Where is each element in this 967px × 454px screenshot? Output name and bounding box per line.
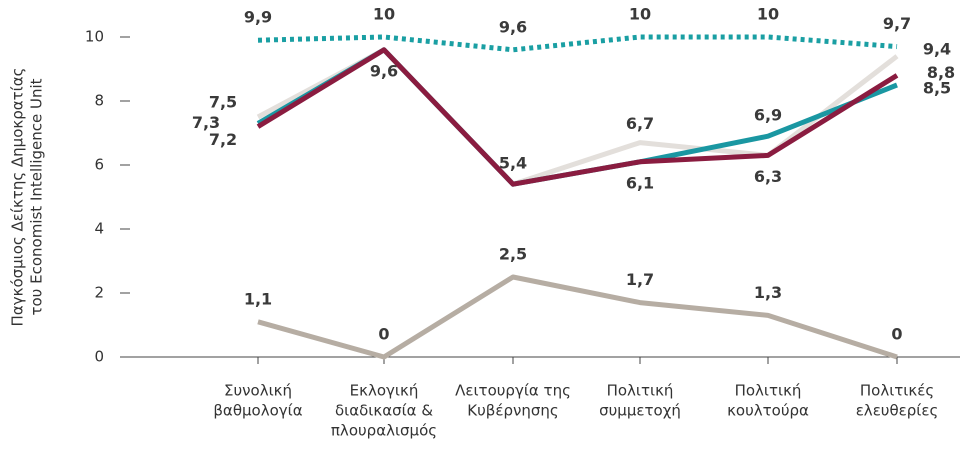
x-tick-label: συμμετοχή (599, 402, 681, 420)
data-label: 1,7 (626, 270, 654, 289)
y-axis-label: Παγκόσμιος Δείκτης Δημοκρατίας (9, 68, 27, 327)
data-label: 6,3 (754, 167, 782, 186)
y-tick-label: 0 (94, 348, 104, 366)
y-tick-label: 4 (94, 220, 104, 238)
x-tick-label: ελευθερίες (856, 402, 939, 420)
data-label: 2,5 (499, 245, 527, 264)
data-label: 6,9 (754, 106, 782, 125)
data-label: 0 (891, 325, 902, 344)
y-tick-label: 2 (94, 284, 104, 302)
series-line (256, 47, 899, 187)
data-label: 5,4 (499, 154, 527, 173)
series-line (257, 34, 898, 53)
y-tick-label: 10 (85, 28, 104, 46)
data-label: 6,1 (626, 173, 654, 192)
data-label: 0 (378, 325, 389, 344)
data-label: 7,2 (209, 130, 237, 149)
x-tick-label: Κυβέρνησης (467, 402, 558, 420)
data-label: 8,5 (923, 79, 951, 98)
x-tick-label: βαθμολογία (213, 402, 302, 420)
data-label: 9,9 (244, 8, 272, 27)
data-label: 7,5 (209, 93, 237, 112)
data-label: 10 (757, 5, 779, 24)
x-tick-label: Πολιτική (735, 382, 802, 400)
y-tick-label: 8 (94, 92, 104, 110)
x-tick-label: Πολιτικές (860, 382, 934, 400)
x-tick-label: πλουραλισμός (331, 422, 437, 440)
data-label: 7,3 (192, 113, 220, 132)
x-tick-label: Λειτουργία της (455, 382, 571, 400)
y-tick-label: 6 (94, 156, 104, 174)
data-label: 9,6 (370, 61, 398, 80)
x-tick-label: Πολιτική (607, 382, 674, 400)
data-label: 6,7 (626, 114, 654, 133)
data-label: 10 (629, 5, 651, 24)
data-label: 8,8 (927, 63, 955, 82)
x-tick-label: Εκλογική (350, 382, 419, 400)
x-tick-label: διαδικασία & (335, 402, 433, 420)
data-label: 10 (373, 5, 395, 24)
data-label: 9,6 (499, 17, 527, 36)
data-label: 1,1 (244, 289, 272, 308)
x-tick-label: κουλτούρα (727, 402, 809, 420)
y-axis-label: του Economist Intelligence Unit (28, 78, 46, 315)
data-label: 1,3 (754, 283, 782, 302)
x-tick-label: Συνολική (224, 382, 292, 400)
data-label: 9,4 (923, 40, 951, 59)
series-line (257, 274, 898, 360)
data-label: 9,7 (883, 14, 911, 33)
